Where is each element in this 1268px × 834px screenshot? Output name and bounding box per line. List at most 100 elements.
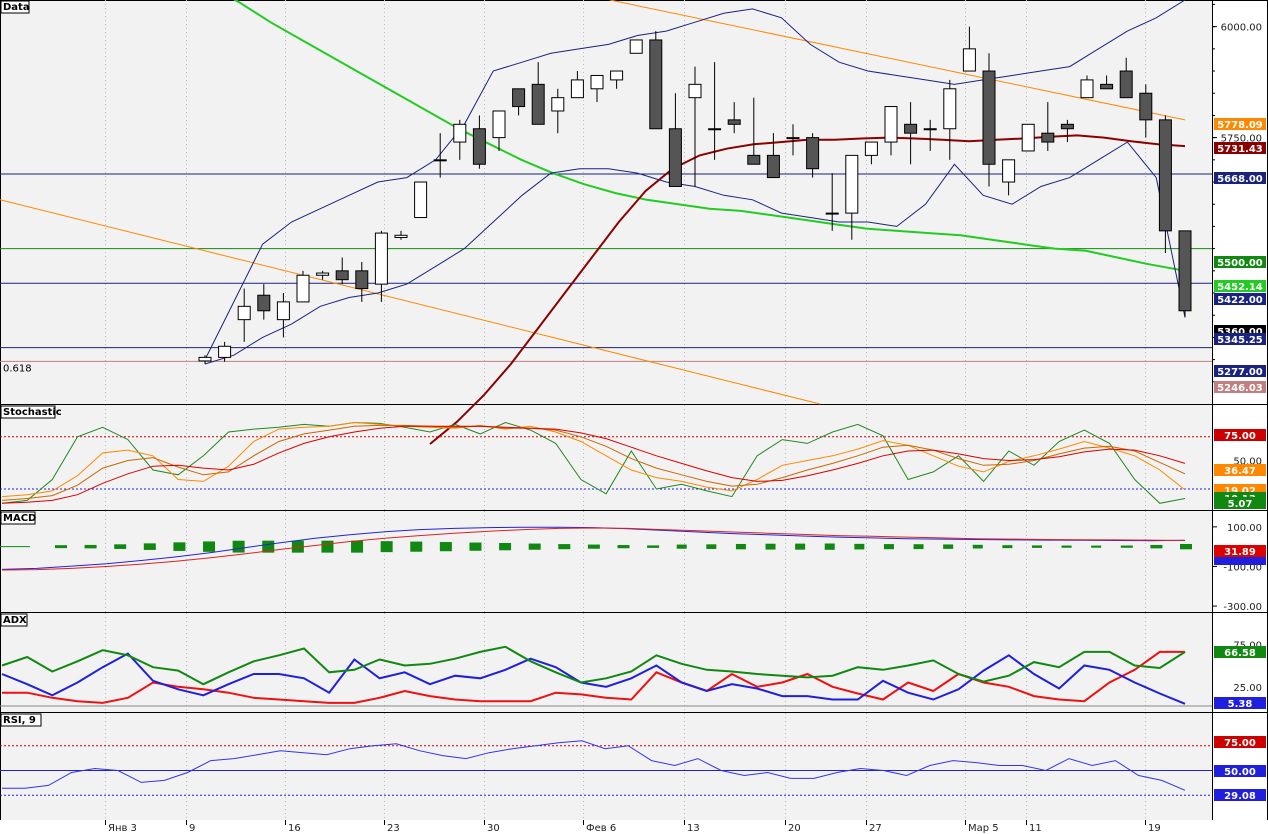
trendline-upper	[609, 0, 1186, 121]
panel-bg-0	[0, 0, 1212, 404]
macd-hist-bar	[765, 543, 776, 550]
candle-up	[1080, 79, 1094, 99]
candle-up	[276, 301, 290, 321]
rsi-tag	[1214, 765, 1266, 777]
candle-down	[355, 270, 369, 290]
x-tick-label: 19	[1148, 823, 1161, 834]
panel-title-box	[0, 0, 30, 14]
candle-up	[433, 159, 447, 162]
macd-hist-bar	[1031, 545, 1042, 548]
macd-hist-bar	[883, 544, 894, 550]
macd-hist-bar	[380, 541, 393, 553]
candle-up	[590, 74, 604, 90]
candle-down	[257, 294, 271, 312]
axis-bg-3	[1212, 613, 1268, 712]
macd-hist-bar	[1180, 543, 1192, 550]
x-tick-label: Мар 5	[968, 823, 999, 834]
x-tick-label: 13	[687, 823, 700, 834]
stoch-tag-label: 19.02	[1224, 486, 1256, 497]
adx-tag-label: 5.38	[1228, 699, 1253, 710]
stoch-tag	[1214, 497, 1266, 509]
price-tag	[1214, 118, 1266, 130]
price-tag	[1214, 280, 1266, 292]
macd-hist-bar	[528, 543, 541, 550]
candle-up	[943, 88, 957, 130]
candle-down	[649, 39, 663, 130]
panel-title-adx: ADX	[3, 615, 27, 626]
panel-title-box	[0, 713, 42, 727]
y-tick-label: 50.00	[1233, 457, 1262, 468]
price-tag	[1214, 365, 1266, 377]
y-tick-label: 100.00	[1227, 523, 1262, 534]
panel-title-box	[0, 613, 28, 627]
macd-tag-blue	[1214, 557, 1266, 565]
panel-title-rsi: RSI, 9	[3, 715, 36, 726]
bollinger-lower	[204, 141, 1186, 365]
candle-up	[629, 39, 643, 54]
macd-hist-bar	[1120, 545, 1133, 548]
price-tag	[1214, 293, 1266, 305]
candle-up	[864, 141, 878, 156]
candle-down	[982, 70, 996, 165]
adx-blue-line	[1, 652, 1186, 705]
rsi-tag-label: 75.00	[1224, 738, 1256, 749]
macd-hist-bar	[84, 544, 97, 549]
candle-up	[394, 234, 408, 239]
price-tag	[1214, 381, 1266, 393]
stoch-fast-line	[1, 421, 1186, 504]
y-tick-label: -100.00	[1223, 562, 1262, 573]
candle-up	[198, 356, 212, 362]
macd-hist-bar	[676, 544, 687, 549]
macd-hist-bar	[972, 544, 983, 549]
price-tag-label: 5345.25	[1217, 335, 1263, 346]
macd-tag-label: 31.89	[1224, 547, 1256, 558]
stoch-tag-label: 5.07	[1228, 499, 1253, 510]
price-tag-label: 5778.09	[1217, 120, 1263, 131]
price-tag-label: 5452.14	[1217, 282, 1263, 293]
candle-down	[1100, 83, 1114, 90]
macd-hist-bar	[558, 544, 571, 550]
stoch-k-line	[1, 421, 1186, 498]
x-tick-label: Фев 6	[586, 823, 616, 834]
candle-up	[453, 123, 467, 143]
candle-down	[766, 154, 780, 179]
price-tag-label: 5422.00	[1217, 295, 1263, 306]
candle-up	[708, 128, 722, 131]
panel-title-macd: MACD	[3, 513, 36, 524]
price-tag	[1214, 142, 1266, 154]
rsi-tag	[1214, 736, 1266, 748]
price-tag-label: 5731.43	[1217, 144, 1263, 155]
candle-up	[962, 48, 976, 72]
candle-down	[1139, 92, 1153, 121]
candle-up	[296, 274, 310, 303]
candle-up	[923, 128, 937, 131]
price-tag-label: 5668.00	[1217, 174, 1263, 185]
candle-up	[492, 110, 506, 139]
candle-down	[512, 88, 526, 108]
macd-hist-bar	[1002, 545, 1013, 549]
macd-hist-bar	[321, 540, 334, 553]
candle-up	[786, 137, 800, 140]
fib-label: 0.618	[3, 363, 32, 374]
stoch-tag-label: 75.00	[1224, 431, 1256, 442]
x-tick-label: 16	[288, 823, 301, 834]
x-tick-label: 9	[189, 823, 195, 834]
panel-title-box	[0, 511, 36, 525]
macd-hist-bar	[854, 543, 865, 550]
x-tick-label: 30	[487, 823, 500, 834]
macd-hist-bar	[173, 542, 186, 551]
stoch-tag	[1214, 429, 1266, 441]
panel-bg-1	[0, 405, 1212, 510]
macd-hist-bar	[735, 543, 746, 550]
ma-green-line	[233, 0, 1181, 271]
panel-title-stochastic: Stochastic	[3, 407, 62, 418]
candle-down	[904, 123, 918, 134]
candle-up	[218, 345, 232, 358]
adx-tag	[1214, 646, 1266, 658]
price-tag-label: 5277.00	[1217, 367, 1263, 378]
stoch-slow-line	[1, 425, 1186, 504]
macd-hist-bar	[1091, 545, 1102, 548]
macd-hist-bar	[203, 541, 216, 552]
x-tick-label: Янв 3	[108, 823, 137, 834]
